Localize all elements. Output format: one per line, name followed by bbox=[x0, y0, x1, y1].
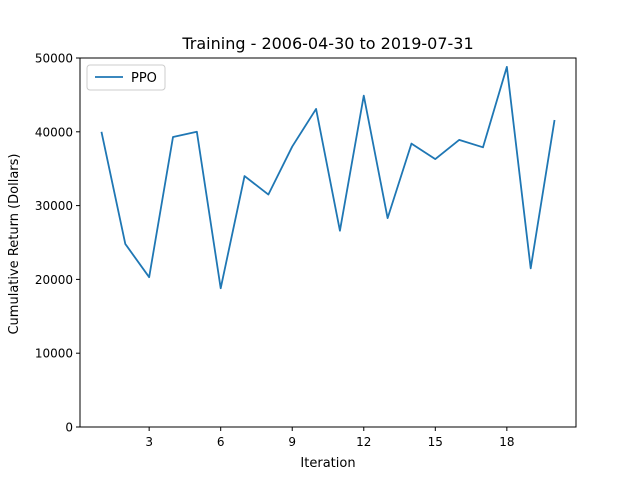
legend: PPO bbox=[86, 64, 166, 91]
y-tick-label: 10000 bbox=[35, 347, 73, 361]
y-tick-label: 0 bbox=[65, 421, 73, 435]
y-axis-ticks: 0 10000 20000 30000 40000 50000 bbox=[35, 52, 80, 435]
series-line-ppo bbox=[100, 65, 556, 290]
x-axis-ticks: 3 6 9 12 15 18 bbox=[145, 427, 514, 449]
x-tick-label: 12 bbox=[356, 435, 371, 449]
y-tick-label: 30000 bbox=[35, 199, 73, 213]
x-tick-label: 15 bbox=[428, 435, 443, 449]
y-tick-label: 50000 bbox=[35, 52, 73, 66]
x-tick-label: 3 bbox=[145, 435, 153, 449]
x-axis-label: Iteration bbox=[300, 456, 355, 471]
plot-area bbox=[79, 57, 577, 428]
legend-box bbox=[86, 64, 166, 91]
series-group bbox=[100, 65, 556, 290]
axes-frame bbox=[79, 57, 577, 428]
chart-title: Training - 2006-04-30 to 2019-07-31 bbox=[181, 34, 473, 53]
x-tick-label: 18 bbox=[499, 435, 514, 449]
x-tick-label: 9 bbox=[288, 435, 296, 449]
y-axis-label: Cumulative Return (Dollars) bbox=[7, 153, 22, 334]
y-tick-label: 40000 bbox=[35, 125, 73, 139]
x-tick-label: 6 bbox=[217, 435, 225, 449]
legend-label: PPO bbox=[131, 71, 157, 86]
y-tick-label: 20000 bbox=[35, 273, 73, 287]
